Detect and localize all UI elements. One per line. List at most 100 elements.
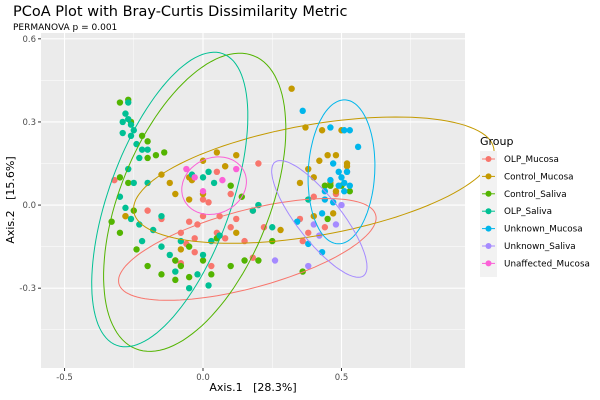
legend-item-unknown-saliva[interactable]: Unknown_Saliva [482,242,576,252]
point-control-mucosa [288,85,295,92]
point-olp-saliva [158,243,165,250]
point-control-mucosa [277,226,284,234]
point-olp-mucosa [249,254,257,261]
point-unknown-mucosa [335,182,342,189]
point-control-saliva [208,271,215,278]
point-olp-mucosa [205,199,212,206]
point-olp-saliva [269,224,276,231]
point-unknown-saliva [310,221,317,228]
point-control-saliva [241,257,248,264]
point-olp-saliva [138,237,146,245]
point-unknown-mucosa [305,240,312,248]
point-olp-saliva [172,268,179,275]
point-olp-mucosa [191,235,198,242]
point-olp-saliva [185,284,193,292]
point-control-saliva [133,246,140,253]
point-olp-saliva [216,232,223,239]
point-control-mucosa [122,212,129,220]
x-axis-label: Axis.1 [28.3%] [209,381,296,394]
point-unknown-mucosa [338,174,345,181]
legend-item-olp-saliva[interactable]: OLP_Saliva [482,207,552,217]
point-olp-mucosa [185,218,193,225]
point-control-saliva [227,262,234,270]
point-olp-mucosa [310,193,317,200]
ellipse-control-saliva [103,52,287,352]
point-unaffected-mucosa [219,176,226,184]
point-control-mucosa [213,149,221,156]
point-olp-saliva [136,154,143,162]
point-unknown-saliva [338,201,345,209]
point-control-saliva [199,257,207,264]
point-olp-mucosa [144,207,151,214]
point-olp-saliva [199,251,207,259]
point-olp-mucosa [213,168,221,176]
point-control-saliva [185,243,193,250]
point-olp-mucosa [191,248,198,256]
point-control-saliva [116,99,124,106]
point-unknown-mucosa [318,210,326,217]
point-unaffected-mucosa [191,174,198,181]
point-control-saliva [324,215,331,223]
point-unknown-mucosa [327,124,334,131]
point-olp-saliva [125,115,132,123]
point-control-mucosa [172,190,179,198]
point-olp-saliva [130,179,137,187]
point-control-saliva [116,174,124,181]
point-unknown-mucosa [346,182,353,189]
point-unaffected-mucosa [199,188,207,195]
point-olp-mucosa [299,237,306,245]
point-unknown-mucosa [329,160,337,167]
legend-label: Unknown_Saliva [504,242,576,252]
point-unknown-mucosa [341,188,348,195]
point-olp-saliva [249,207,257,214]
point-control-saliva [255,257,262,264]
y-tick-label: -0.3 [19,284,36,294]
point-unknown-mucosa [354,143,362,151]
legend-marker [485,225,492,232]
legend-item-control-mucosa[interactable]: Control_Mucosa [482,172,574,182]
point-unknown-mucosa [299,107,306,115]
point-unknown-mucosa [343,168,351,176]
point-unknown-mucosa [318,248,326,256]
point-control-saliva [227,182,234,189]
y-axis-label: Axis.2 [15.6%] [4,156,17,243]
ellipse-unknown-saliva [271,160,368,278]
point-olp-saliva [144,179,151,187]
point-unaffected-mucosa [233,165,240,173]
chart-subtitle: PERMANOVA p = 0.001 [13,23,117,33]
point-olp-saliva [158,212,165,220]
legend-label: Unaffected_Mucosa [504,259,590,269]
legend-item-olp-mucosa[interactable]: OLP_Mucosa [482,155,559,165]
point-olp-mucosa [305,229,312,236]
point-olp-saliva [199,174,207,181]
point-olp-mucosa [177,229,185,236]
legend-item-control-saliva[interactable]: Control_Saliva [482,190,567,200]
point-unaffected-mucosa [183,165,190,173]
point-control-saliva [144,138,151,145]
point-control-saliva [161,149,168,156]
ellipse-unaffected-mucosa [181,156,247,216]
point-unknown-saliva [271,257,279,264]
point-olp-mucosa [221,235,229,242]
point-olp-saliva [166,251,173,259]
legend-item-unaffected-mucosa[interactable]: Unaffected_Mucosa [482,259,590,269]
point-olp-mucosa [255,160,262,167]
point-unknown-mucosa [341,127,348,134]
point-olp-mucosa [227,224,234,231]
legend-title: Group [480,135,514,148]
point-control-mucosa [329,210,337,217]
legend-item-unknown-mucosa[interactable]: Unknown_Mucosa [482,225,583,235]
legend-marker [485,173,492,180]
point-control-mucosa [233,151,240,159]
point-control-saliva [177,262,185,270]
chart-title: PCoA Plot with Bray-Curtis Dissimilarity… [13,4,347,20]
point-control-mucosa [296,179,304,187]
point-control-mucosa [166,179,173,187]
legend-marker [485,260,492,267]
point-olp-saliva [119,129,126,137]
point-olp-saliva [116,193,124,200]
point-control-saliva [321,182,329,189]
ellipse-unknown-mucosa [307,99,376,245]
point-unknown-mucosa [321,196,329,203]
